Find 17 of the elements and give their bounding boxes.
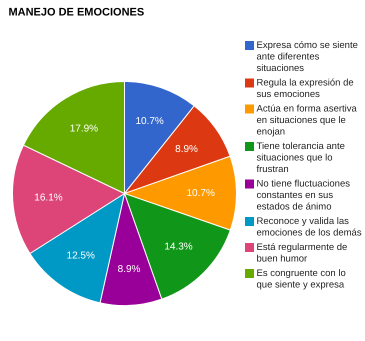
legend-label: Actúa en forma asertiva en situaciones que le enojan bbox=[256, 104, 358, 138]
data-label: 12.5% bbox=[66, 250, 95, 262]
chart-title: MANEJO DE EMOCIONES bbox=[8, 6, 144, 18]
data-label: 8.9% bbox=[118, 264, 141, 276]
legend-label: Expresa cómo se siente ante diferentes situaciones bbox=[256, 40, 358, 74]
data-label: 8.9% bbox=[175, 144, 198, 155]
data-label: 10.7% bbox=[186, 188, 215, 199]
legend-label: Está regularmente de buen humor bbox=[256, 242, 348, 264]
data-label: 16.1% bbox=[34, 192, 63, 204]
legend-label: Es congruente con lo que siente y expresa bbox=[256, 268, 346, 290]
legend-label: Tiene tolerancia ante situaciones que lo frustran bbox=[256, 141, 345, 175]
legend-label: Reconoce y valida las emociones de los demás bbox=[256, 216, 362, 238]
data-label: 14.3% bbox=[164, 242, 193, 253]
legend-label: Regula la expresión de sus emociones bbox=[256, 78, 354, 100]
legend-label: No tiene fluctuaciones constantes en sus estados de ánimo bbox=[256, 178, 350, 212]
data-label: 10.7% bbox=[135, 116, 164, 128]
data-label: 17.9% bbox=[70, 124, 98, 135]
